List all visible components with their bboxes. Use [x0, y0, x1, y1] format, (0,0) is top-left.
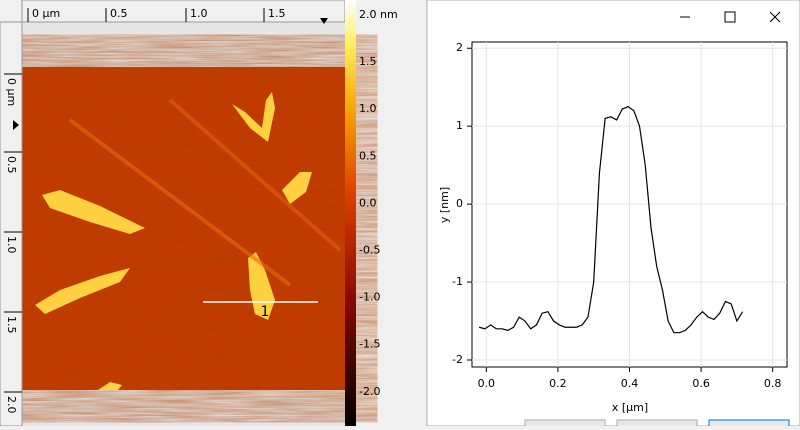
feature: [232, 92, 275, 142]
top-ruler: [21, 0, 346, 23]
y-tick-label: 1: [456, 119, 463, 132]
close-button[interactable]: [769, 11, 781, 23]
x-tick-label: 0.8: [764, 377, 782, 390]
ruler-label: 0 µm: [32, 7, 60, 20]
ruler-label: 1.5: [268, 7, 286, 20]
y-axis-label: y [nm]: [438, 187, 451, 223]
profile-line: [479, 106, 744, 334]
colorbar: [345, 0, 356, 426]
ruler-pointer: [320, 18, 328, 24]
colorbar-label: 1.0: [359, 102, 377, 115]
ruler-label: 0 µm: [5, 78, 18, 106]
ruler-label: 2.0: [5, 396, 18, 414]
y-tick-label: 2: [456, 41, 463, 54]
afm-texture: [22, 67, 345, 390]
x-axis-label: x [µm]: [612, 401, 648, 414]
feature: [35, 268, 130, 314]
x-tick-label: 0.0: [478, 377, 496, 390]
feature: [282, 172, 312, 204]
colorbar-label: -2.0: [359, 385, 380, 398]
y-tick-label: -2: [452, 353, 463, 366]
fiber: [68, 118, 292, 287]
maximize-button[interactable]: [724, 11, 736, 23]
colorbar-label: 2.0 nm: [359, 8, 398, 21]
ruler-label: 1.0: [190, 7, 208, 20]
colorbar-label: 0.5: [359, 149, 377, 162]
feature: [248, 252, 275, 320]
y-tick-label: -1: [452, 275, 463, 288]
ruler-label: 0.5: [5, 156, 18, 174]
profile-window: [426, 0, 800, 427]
fiber: [168, 98, 342, 252]
button[interactable]: [524, 419, 606, 430]
profile-marker: 1: [261, 304, 270, 320]
feature: [98, 382, 122, 390]
ruler-label: 1.5: [5, 316, 18, 334]
colorbar-label: 1.5: [359, 55, 377, 68]
button[interactable]: [616, 419, 698, 430]
ruler-label: 1.0: [5, 236, 18, 254]
x-tick-label: 0.6: [692, 377, 710, 390]
colorbar-label: -0.5: [359, 244, 380, 257]
ruler-pointer: [13, 120, 19, 130]
colorbar-label: -1.0: [359, 291, 380, 304]
feature: [42, 190, 145, 234]
button[interactable]: [708, 419, 790, 430]
colorbar-label: 0.0: [359, 196, 377, 209]
features: [35, 92, 342, 390]
y-tick-label: 0: [456, 197, 463, 210]
ruler-label: 0.5: [110, 7, 128, 20]
colorbar-label: -1.5: [359, 338, 380, 351]
x-tick-label: 0.2: [549, 377, 567, 390]
x-tick-label: 0.4: [621, 377, 639, 390]
